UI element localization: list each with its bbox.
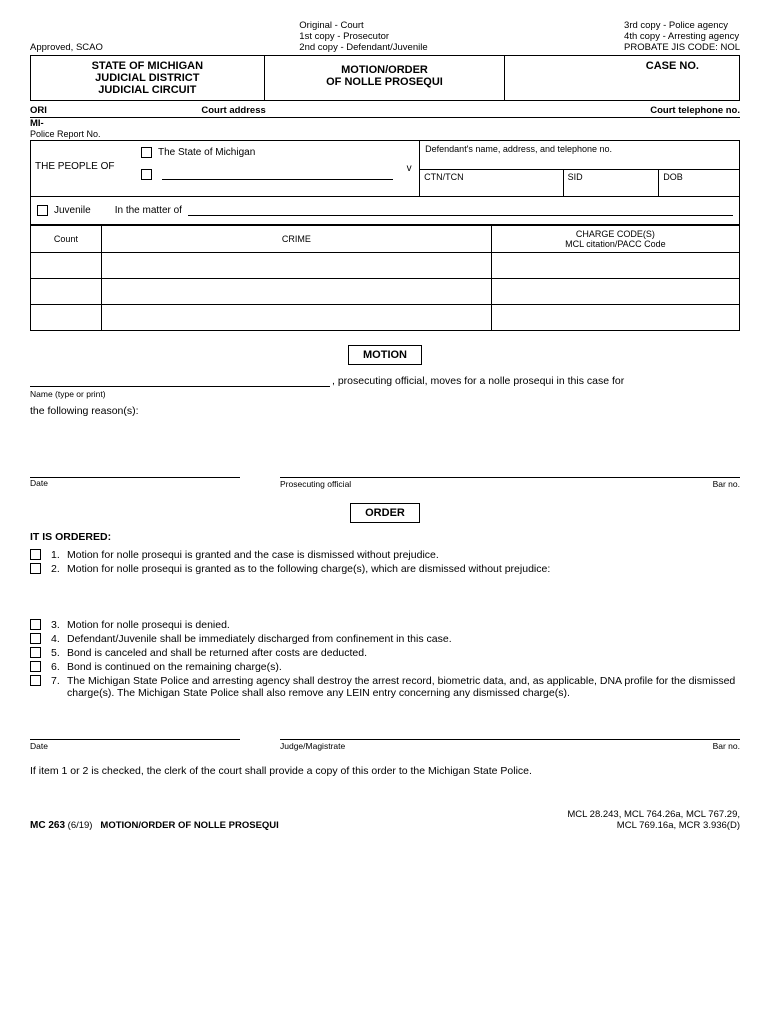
form-number: MC 263 [30, 820, 65, 831]
table-row [31, 279, 740, 305]
approved-text: Approved, SCAO [30, 42, 103, 53]
sid-label: SID [564, 170, 660, 196]
count-header: Count [31, 226, 102, 253]
count-cell[interactable] [31, 305, 102, 331]
parties-box: THE PEOPLE OF The State of Michigan v De… [30, 141, 740, 197]
it-is-ordered-label: IT IS ORDERED: [30, 531, 740, 543]
police-report-label: Police Report No. [30, 129, 740, 141]
count-cell[interactable] [31, 279, 102, 305]
order-7-text: The Michigan State Police and arresting … [67, 675, 740, 699]
court-telephone-label: Court telephone no. [650, 105, 740, 116]
defendant-info-label: Defendant's name, address, and telephone… [420, 141, 739, 169]
footer: MC 263 (6/19) MOTION/ORDER OF NOLLE PROS… [30, 809, 740, 831]
dob-label: DOB [659, 170, 739, 196]
distribution-notes: Approved, SCAO Original - Court 1st copy… [30, 20, 740, 53]
order-5-checkbox[interactable] [30, 647, 41, 658]
crime-header: CRIME [101, 226, 491, 253]
ori-row: ORI Court address Court telephone no. [30, 105, 740, 118]
crime-table: Count CRIME CHARGE CODE(S) MCL citation/… [30, 225, 740, 331]
following-reasons-label: the following reason(s): [30, 405, 740, 417]
order-7-checkbox[interactable] [30, 675, 41, 686]
in-matter-of-label: In the matter of [115, 205, 182, 216]
charge-cell[interactable] [491, 305, 739, 331]
juvenile-label: Juvenile [54, 205, 91, 216]
table-row [31, 305, 740, 331]
ori-label: ORI [30, 105, 47, 116]
motion-section-label: MOTION [30, 345, 740, 365]
state-line-1: STATE OF MICHIGAN [37, 60, 258, 72]
order-1-checkbox[interactable] [30, 549, 41, 560]
order-bar-no-label: Bar no. [680, 739, 740, 751]
order-6-checkbox[interactable] [30, 661, 41, 672]
copy-3rd: 3rd copy - Police agency [624, 20, 740, 31]
footer-note: If item 1 or 2 is checked, the clerk of … [30, 765, 740, 777]
order-3-text: Motion for nolle prosequi is denied. [67, 619, 740, 631]
order-4-checkbox[interactable] [30, 633, 41, 644]
order-5-text: Bond is canceled and shall be returned a… [67, 647, 740, 659]
order-2-text: Motion for nolle prosequi is granted as … [67, 563, 740, 575]
form-date: (6/19) [68, 820, 93, 831]
court-address-label: Court address [201, 105, 265, 116]
header-box: STATE OF MICHIGAN JUDICIAL DISTRICT JUDI… [30, 55, 740, 101]
crime-cell[interactable] [101, 253, 491, 279]
people-of-label: THE PEOPLE OF [31, 141, 141, 196]
state-line-2: JUDICIAL DISTRICT [37, 72, 258, 84]
motion-date-label: Date [30, 477, 240, 489]
table-row [31, 253, 740, 279]
motion-bar-no-label: Bar no. [680, 477, 740, 489]
versus-label: v [399, 141, 419, 196]
citation-1: MCL 28.243, MCL 764.26a, MCL 767.29, [567, 809, 740, 820]
order-section-label: ORDER [30, 503, 740, 523]
copy-1st: 1st copy - Prosecutor [299, 31, 427, 42]
state-of-michigan-label: The State of Michigan [158, 147, 255, 158]
form-title-2: OF NOLLE PROSEQUI [271, 76, 499, 88]
order-date-label: Date [30, 739, 240, 751]
jis-code: PROBATE JIS CODE: NOL [624, 42, 740, 53]
charge-code-header: CHARGE CODE(S) MCL citation/PACC Code [491, 226, 739, 253]
crime-cell[interactable] [101, 279, 491, 305]
judge-magistrate-label: Judge/Magistrate [280, 739, 680, 751]
citation-2: MCL 769.16a, MCR 3.936(D) [567, 820, 740, 831]
copy-2nd: 2nd copy - Defendant/Juvenile [299, 42, 427, 53]
state-of-michigan-checkbox[interactable] [141, 147, 152, 158]
count-cell[interactable] [31, 253, 102, 279]
other-plaintiff-field[interactable] [162, 168, 393, 180]
order-6-text: Bond is continued on the remaining charg… [67, 661, 740, 673]
other-plaintiff-checkbox[interactable] [141, 169, 152, 180]
form-title-1: MOTION/ORDER [271, 64, 499, 76]
case-no-label: CASE NO. [511, 60, 699, 72]
mi-label: MI- [30, 118, 740, 129]
copy-4th: 4th copy - Arresting agency [624, 31, 740, 42]
state-line-3: JUDICIAL CIRCUIT [37, 84, 258, 96]
copy-original: Original - Court [299, 20, 427, 31]
charge-cell[interactable] [491, 253, 739, 279]
order-4-text: Defendant/Juvenile shall be immediately … [67, 633, 740, 645]
order-2-checkbox[interactable] [30, 563, 41, 574]
juvenile-checkbox[interactable] [37, 205, 48, 216]
order-1-text: Motion for nolle prosequi is granted and… [67, 549, 740, 561]
charge-cell[interactable] [491, 279, 739, 305]
motion-text: , prosecuting official, moves for a noll… [332, 375, 624, 387]
juvenile-row: Juvenile In the matter of [30, 197, 740, 225]
form-footer-title: MOTION/ORDER OF NOLLE PROSEQUI [100, 820, 278, 831]
matter-of-field[interactable] [188, 205, 733, 216]
name-type-print-label: Name (type or print) [30, 389, 740, 399]
crime-cell[interactable] [101, 305, 491, 331]
order-3-checkbox[interactable] [30, 619, 41, 630]
ctn-tcn-label: CTN/TCN [420, 170, 563, 196]
prosecuting-official-name-field[interactable] [30, 373, 330, 387]
prosecuting-official-label: Prosecuting official [280, 477, 680, 489]
